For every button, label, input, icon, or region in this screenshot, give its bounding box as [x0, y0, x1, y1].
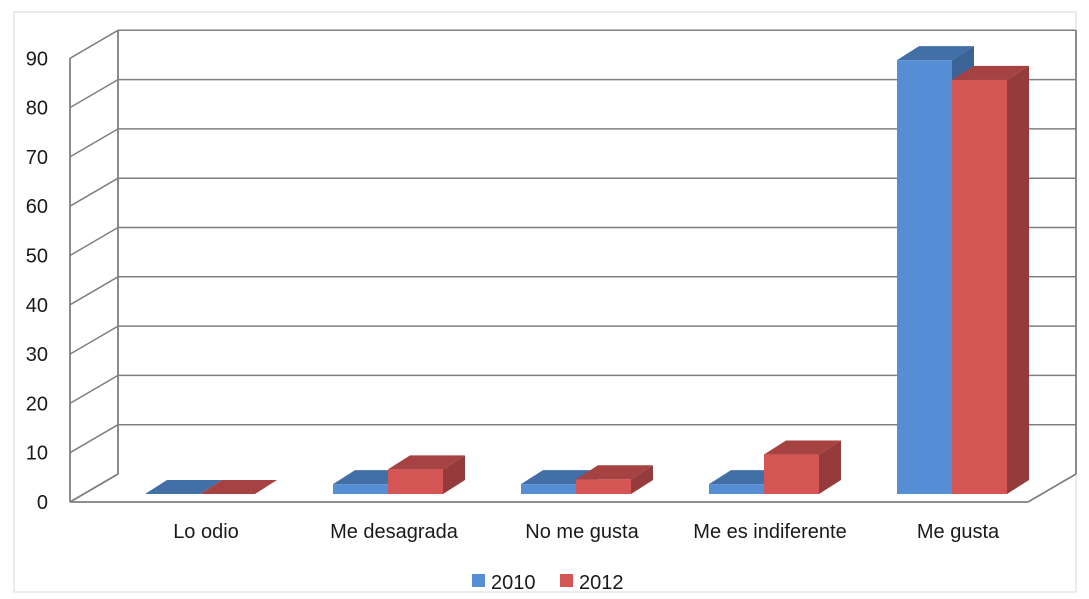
y-tick-label: 10: [26, 443, 48, 465]
y-tick-label: 60: [26, 196, 48, 218]
bar-2012-me-desagrada: [388, 455, 465, 494]
bar-2012-me-es-indiferente: [764, 440, 841, 494]
bar-2012-lo-odio: [200, 480, 277, 494]
y-tick-label: 0: [37, 492, 48, 514]
y-tick-label: 70: [26, 147, 48, 169]
y-tick-label: 80: [26, 98, 48, 120]
axis-line: [1027, 473, 1077, 503]
legend: 2010 2012: [472, 572, 624, 594]
side-wall-gridline: [69, 78, 119, 109]
y-tick-label: 40: [26, 295, 48, 317]
x-category-label: Me es indiferente: [693, 521, 846, 543]
side-wall-gridline: [69, 325, 119, 355]
side-wall-gridline: [69, 226, 119, 257]
legend-label: 2012: [579, 572, 624, 594]
bars: [145, 46, 1029, 494]
x-category-label: Me gusta: [917, 521, 1000, 543]
legend-swatch: [560, 574, 573, 587]
legend-item-2010: 2010: [472, 572, 536, 594]
side-wall-gridline: [69, 128, 119, 158]
x-axis-labels: Lo odio Me desagrada No me gusta Me es indi…: [173, 521, 1000, 543]
side-wall-gridline: [69, 424, 119, 454]
axis-line: [69, 473, 119, 503]
y-tick-label: 90: [26, 48, 48, 70]
y-axis-ticks: 0 10 20 30 40 50 60 70 80 90: [26, 48, 48, 514]
x-category-label: Me desagrada: [330, 521, 459, 543]
axes: [69, 30, 1077, 503]
x-category-label: No me gusta: [525, 521, 639, 543]
side-wall-gridline: [69, 374, 119, 405]
y-tick-label: 50: [26, 246, 48, 268]
bar-2012-no-me-gusta: [576, 465, 653, 494]
legend-swatch: [472, 574, 485, 587]
side-wall-gridline: [69, 276, 119, 306]
y-tick-label: 20: [26, 393, 48, 415]
side-wall-gridline: [69, 29, 119, 59]
y-tick-label: 30: [26, 344, 48, 366]
bar-2012-me-gusta: [952, 65, 1029, 494]
legend-item-2012: 2012: [560, 572, 624, 594]
side-wall-gridline: [69, 177, 119, 207]
x-category-label: Lo odio: [173, 521, 239, 543]
bar-2010-lo-odio: [145, 480, 222, 494]
legend-label: 2010: [491, 572, 536, 594]
